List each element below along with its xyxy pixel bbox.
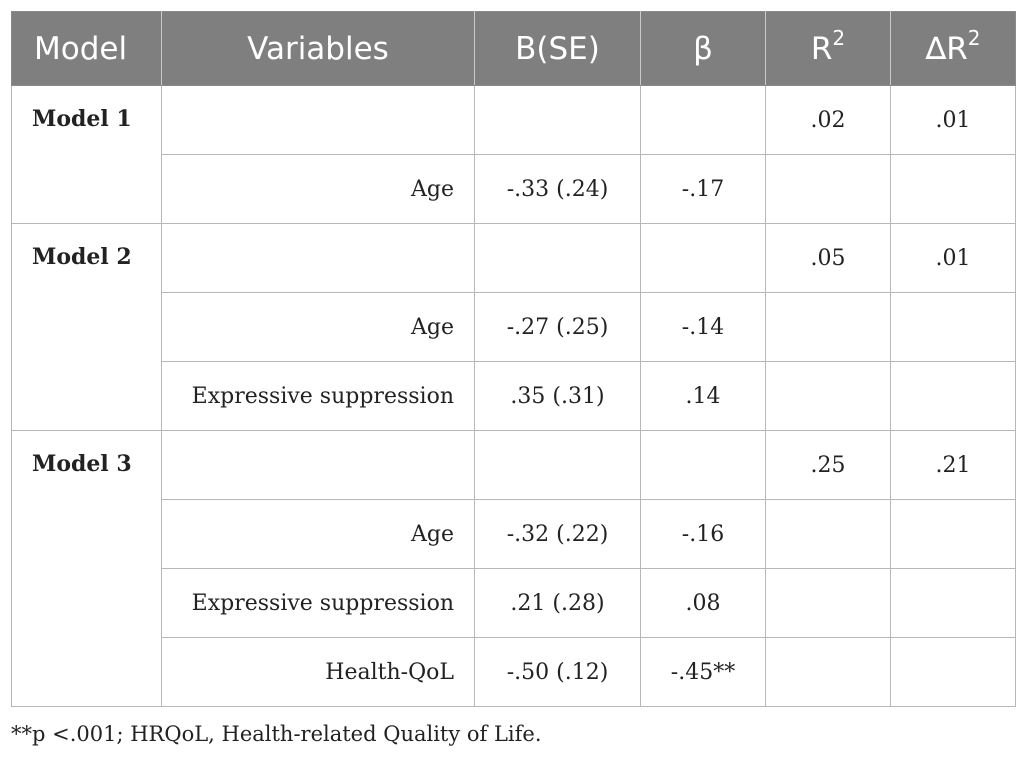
model-row: Model 1 .02 .01	[11, 85, 1016, 224]
r2-cell	[765, 154, 891, 224]
regression-table-container: Model Variables B(SE) β R2 ∆R2 Model 1 .…	[11, 11, 1016, 707]
header-b-se: B(SE)	[474, 11, 641, 86]
delta-r2-cell: .21	[890, 430, 1016, 500]
r2-cell	[765, 637, 891, 707]
delta-r2-cell	[890, 499, 1016, 569]
delta-r2-cell: .01	[890, 85, 1016, 155]
delta-r2-cell	[890, 292, 1016, 362]
r2-cell	[765, 361, 891, 431]
r2-cell: .05	[765, 223, 891, 293]
b-se-cell	[474, 85, 641, 155]
delta-r2-cell	[890, 154, 1016, 224]
b-se-cell: .35 (.31)	[474, 361, 641, 431]
model-row: Model 3 .25 .21	[11, 430, 1016, 707]
variable-cell: Expressive suppression	[161, 568, 475, 638]
b-se-cell: -.32 (.22)	[474, 499, 641, 569]
beta-cell: -.16	[640, 499, 766, 569]
table-row: Age -.33 (.24) -.17	[12, 154, 1016, 224]
b-se-cell: -.33 (.24)	[474, 154, 641, 224]
r2-cell	[765, 292, 891, 362]
model-name-cell: Model 1	[11, 85, 162, 224]
beta-cell: -.17	[640, 154, 766, 224]
variable-cell	[161, 85, 475, 155]
model-name-cell: Model 3	[11, 430, 162, 707]
table-row: Expressive suppression .35 (.31) .14	[12, 361, 1016, 431]
model-name-cell: Model 2	[11, 223, 162, 431]
header-r2-superscript: 2	[832, 25, 846, 50]
header-row: Model Variables B(SE) β R2 ∆R2	[11, 11, 1016, 86]
r2-cell	[765, 568, 891, 638]
b-se-cell: .21 (.28)	[474, 568, 641, 638]
beta-cell	[640, 430, 766, 500]
variable-cell	[161, 223, 475, 293]
delta-r2-cell	[890, 361, 1016, 431]
r2-cell: .25	[765, 430, 891, 500]
table-row: Age -.27 (.25) -.14	[12, 292, 1016, 362]
variable-cell: Expressive suppression	[161, 361, 475, 431]
b-se-cell	[474, 430, 641, 500]
beta-cell	[640, 223, 766, 293]
regression-table: Model Variables B(SE) β R2 ∆R2 Model 1 .…	[11, 11, 1016, 707]
header-r2-label: R	[810, 30, 833, 67]
table-row: Health-QoL -.50 (.12) -.45**	[12, 637, 1016, 707]
table-footnote: **p <.001; HRQoL, Health-related Quality…	[11, 722, 542, 746]
b-se-cell: -.27 (.25)	[474, 292, 641, 362]
b-se-cell	[474, 223, 641, 293]
variable-cell: Age	[161, 154, 475, 224]
b-se-cell: -.50 (.12)	[474, 637, 641, 707]
table-row: Expressive suppression .21 (.28) .08	[12, 568, 1016, 638]
r2-cell: .02	[765, 85, 891, 155]
beta-cell: -.14	[640, 292, 766, 362]
delta-r2-cell	[890, 637, 1016, 707]
variable-cell: Age	[161, 499, 475, 569]
header-delta-r2-superscript: 2	[967, 25, 981, 50]
header-beta: β	[640, 11, 766, 86]
beta-cell: -.45**	[640, 637, 766, 707]
beta-cell: .14	[640, 361, 766, 431]
model-row: Model 2 .05 .01	[11, 223, 1016, 431]
header-model: Model	[11, 11, 162, 86]
variable-cell	[161, 430, 475, 500]
r2-cell	[765, 499, 891, 569]
delta-r2-cell	[890, 568, 1016, 638]
header-delta-r2-label: ∆R	[925, 30, 968, 67]
variable-cell: Health-QoL	[161, 637, 475, 707]
header-r2: R2	[765, 11, 891, 86]
header-delta-r2: ∆R2	[890, 11, 1016, 86]
beta-cell	[640, 85, 766, 155]
header-variables: Variables	[161, 11, 475, 86]
delta-r2-cell: .01	[890, 223, 1016, 293]
table-row: Age -.32 (.22) -.16	[12, 499, 1016, 569]
variable-cell: Age	[161, 292, 475, 362]
beta-cell: .08	[640, 568, 766, 638]
